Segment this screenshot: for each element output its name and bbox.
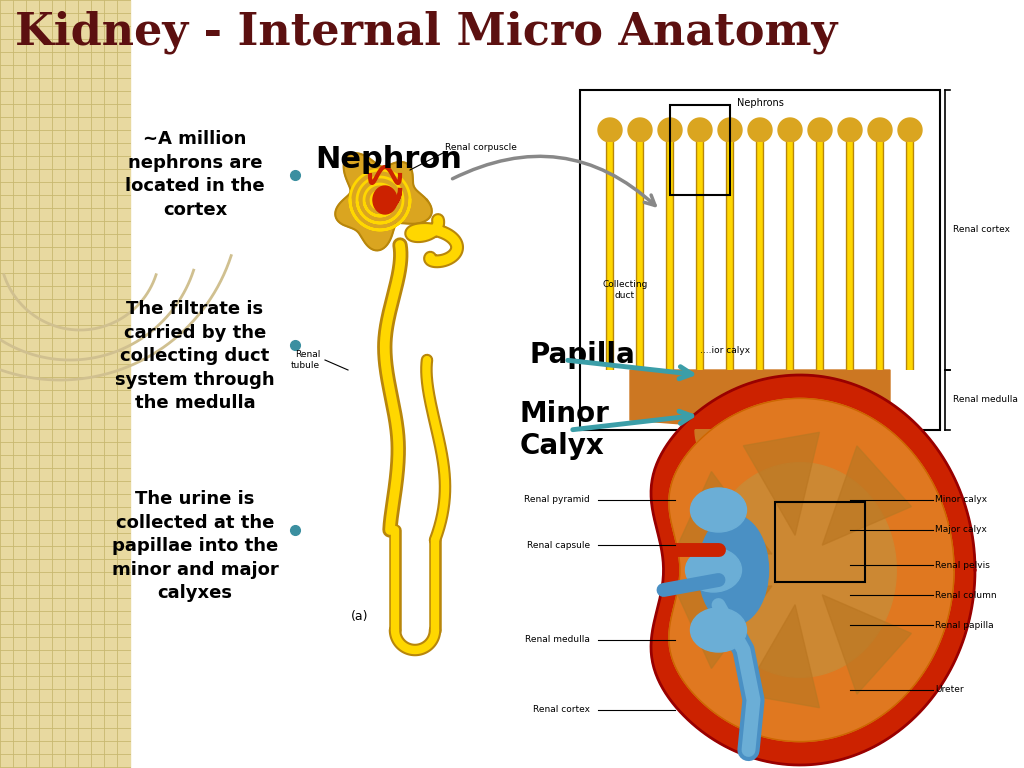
Text: Renal cortex: Renal cortex bbox=[953, 226, 1010, 234]
Polygon shape bbox=[335, 153, 432, 250]
Text: Renal column: Renal column bbox=[935, 591, 996, 600]
Ellipse shape bbox=[698, 515, 768, 625]
Text: Renal
tubule: Renal tubule bbox=[291, 350, 319, 369]
Text: Renal medulla: Renal medulla bbox=[525, 635, 590, 644]
Polygon shape bbox=[669, 399, 954, 742]
Text: Ureter: Ureter bbox=[935, 686, 964, 694]
Ellipse shape bbox=[690, 488, 746, 532]
Text: Papilla: Papilla bbox=[530, 341, 636, 369]
Text: Renal pelvis: Renal pelvis bbox=[935, 561, 990, 570]
Polygon shape bbox=[868, 118, 892, 142]
Polygon shape bbox=[598, 118, 622, 142]
Polygon shape bbox=[743, 432, 819, 535]
Polygon shape bbox=[898, 118, 922, 142]
Polygon shape bbox=[373, 186, 397, 214]
Text: Renal capsule: Renal capsule bbox=[527, 541, 590, 549]
Text: Renal corpuscle: Renal corpuscle bbox=[445, 143, 517, 152]
Text: Nephron: Nephron bbox=[315, 145, 462, 174]
Polygon shape bbox=[822, 595, 911, 694]
Polygon shape bbox=[719, 463, 896, 677]
Polygon shape bbox=[743, 604, 819, 707]
Polygon shape bbox=[778, 118, 802, 142]
Text: Renal pyramid: Renal pyramid bbox=[524, 495, 590, 505]
Polygon shape bbox=[651, 375, 975, 765]
Bar bbox=[580, 90, 940, 430]
Text: ~A million
nephrons are
located in the
cortex: ~A million nephrons are located in the c… bbox=[125, 130, 265, 219]
Text: Minor calyx: Minor calyx bbox=[935, 495, 987, 505]
Polygon shape bbox=[630, 370, 890, 435]
Text: ....ior calyx: ....ior calyx bbox=[700, 346, 751, 355]
Text: Renal papilla: Renal papilla bbox=[935, 621, 993, 630]
Text: The urine is
collected at the
papillae into the
minor and major
calyxes: The urine is collected at the papillae i… bbox=[112, 490, 279, 602]
Text: Renal cortex: Renal cortex bbox=[534, 706, 590, 714]
Text: The filtrate is
carried by the
collecting duct
system through
the medulla: The filtrate is carried by the collectin… bbox=[115, 300, 274, 412]
Polygon shape bbox=[748, 118, 772, 142]
Text: (a): (a) bbox=[351, 610, 369, 623]
Polygon shape bbox=[628, 118, 652, 142]
Polygon shape bbox=[822, 446, 911, 545]
Text: Kidney - Internal Micro Anatomy: Kidney - Internal Micro Anatomy bbox=[15, 10, 838, 54]
Text: Renal medulla: Renal medulla bbox=[953, 396, 1018, 405]
Polygon shape bbox=[677, 586, 772, 668]
Polygon shape bbox=[808, 118, 831, 142]
Polygon shape bbox=[695, 430, 785, 475]
Ellipse shape bbox=[685, 548, 741, 592]
Bar bbox=[0, 0, 130, 768]
Polygon shape bbox=[677, 472, 772, 554]
Polygon shape bbox=[718, 118, 742, 142]
Polygon shape bbox=[688, 118, 712, 142]
Text: Minor
Calyx: Minor Calyx bbox=[520, 400, 610, 460]
Text: Major calyx: Major calyx bbox=[935, 525, 987, 535]
Bar bbox=[670, 105, 730, 195]
Polygon shape bbox=[658, 118, 682, 142]
Text: Collecting
duct: Collecting duct bbox=[602, 280, 648, 300]
Bar bbox=[775, 502, 865, 581]
Polygon shape bbox=[838, 118, 862, 142]
Ellipse shape bbox=[690, 608, 746, 652]
Text: Nephrons: Nephrons bbox=[736, 98, 783, 108]
